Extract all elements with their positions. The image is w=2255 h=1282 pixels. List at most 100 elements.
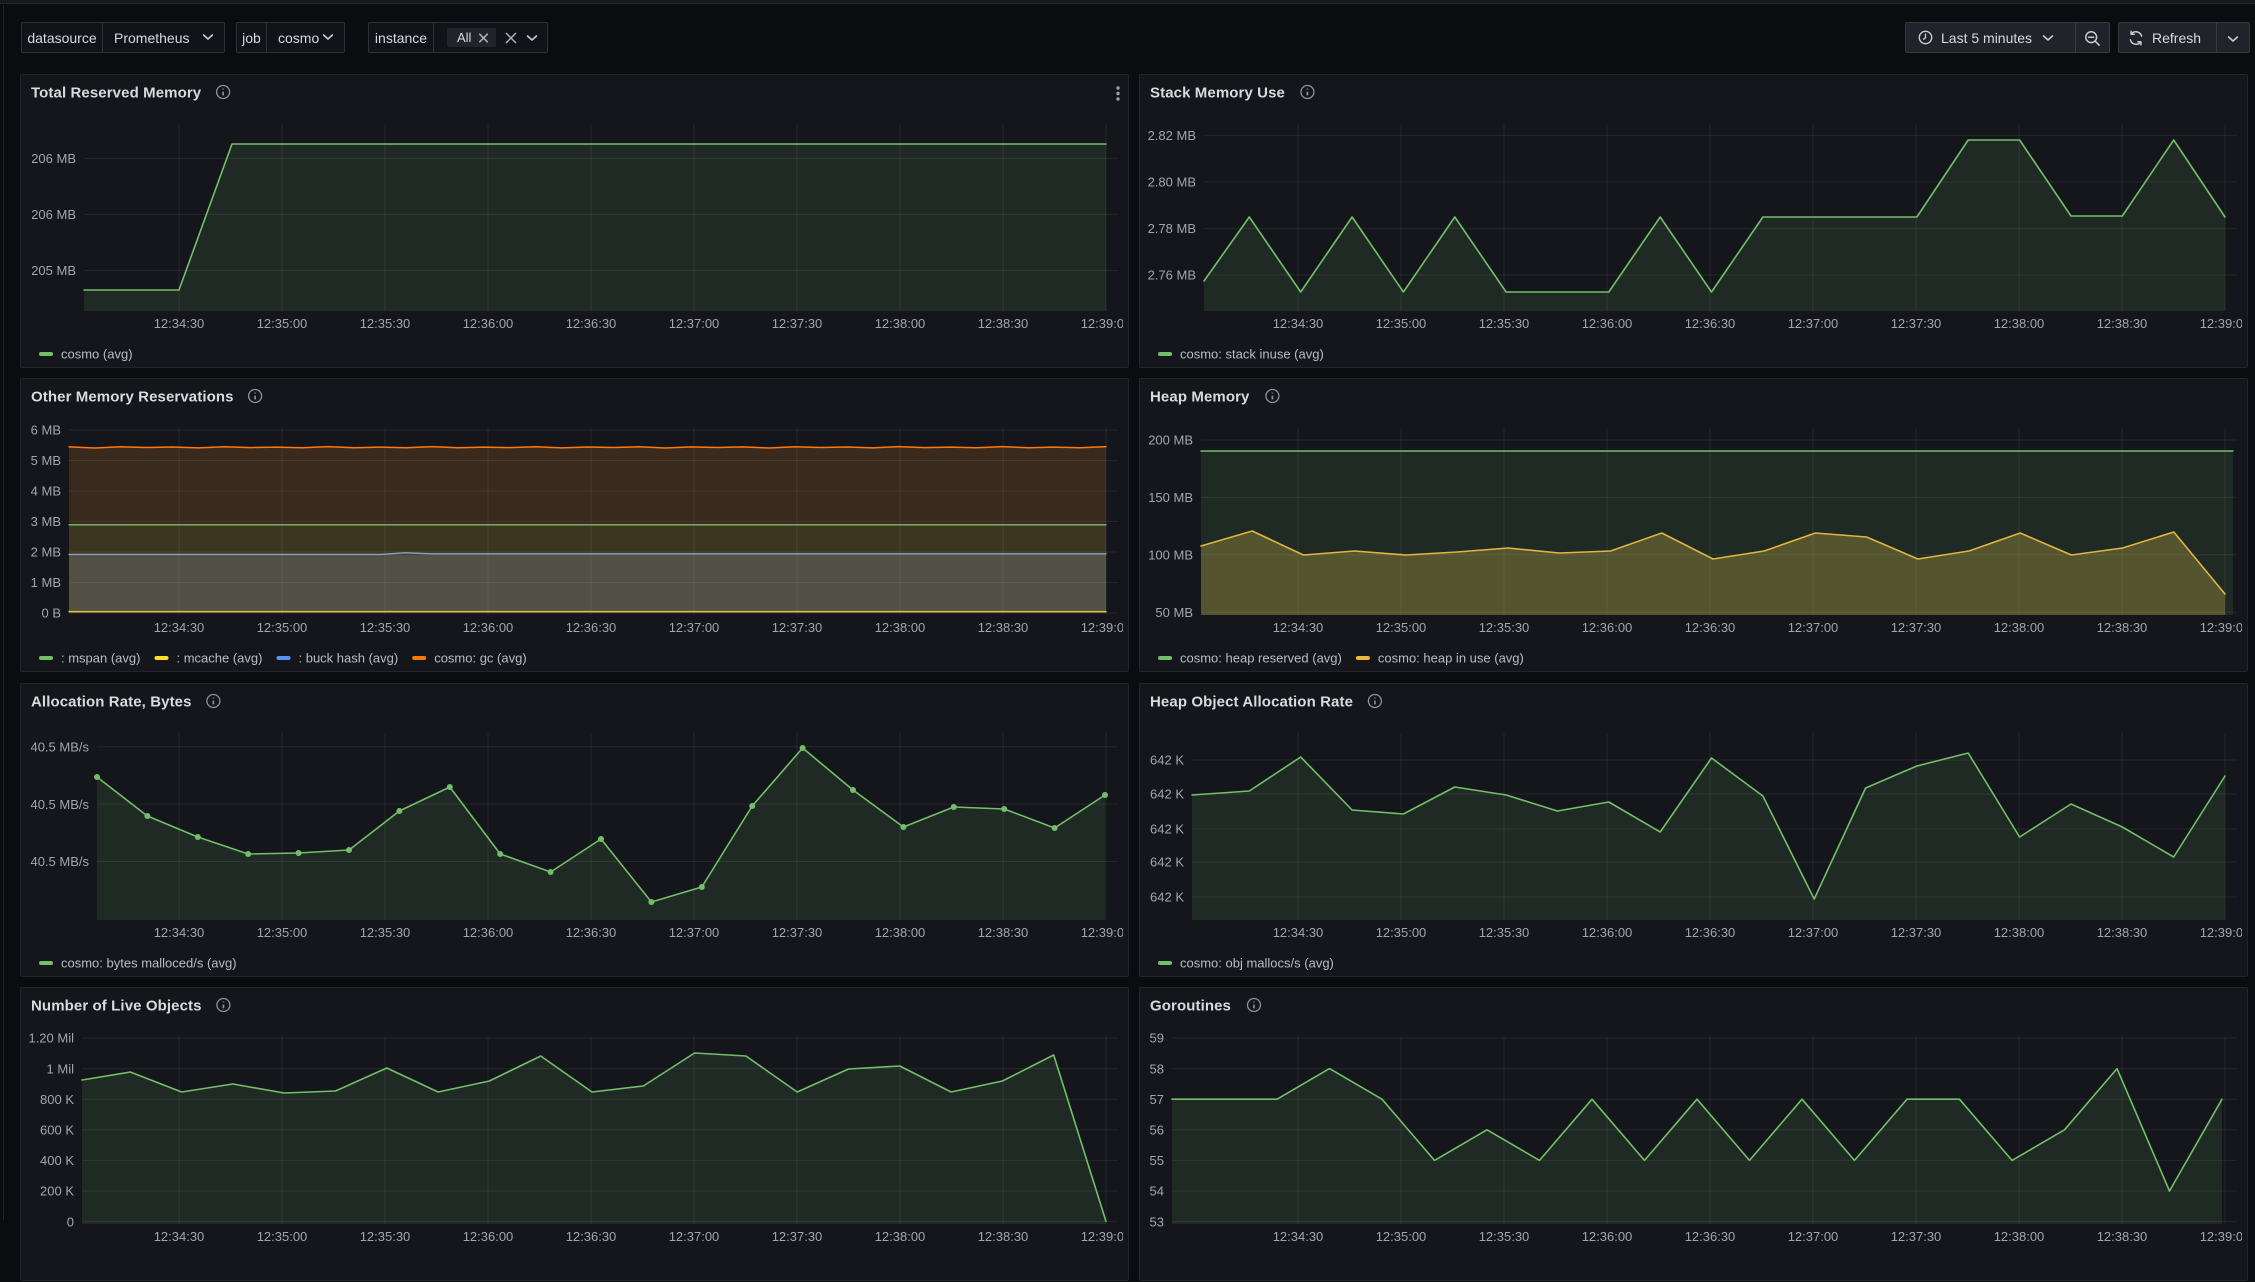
svg-text:12:37:00: 12:37:00 <box>669 620 720 635</box>
svg-text:12:34:30: 12:34:30 <box>1273 620 1324 635</box>
svg-text:Other Memory Reservations: Other Memory Reservations <box>31 389 234 406</box>
svg-text:800 K: 800 K <box>40 1092 74 1107</box>
svg-text:4 MB: 4 MB <box>31 484 61 499</box>
svg-text:Heap Memory: Heap Memory <box>1150 389 1250 406</box>
svg-text:12:34:30: 12:34:30 <box>154 1229 205 1244</box>
svg-text:400 K: 400 K <box>40 1153 74 1168</box>
svg-text:12:34:30: 12:34:30 <box>1273 925 1324 940</box>
svg-text:57: 57 <box>1150 1092 1164 1107</box>
svg-text:12:39:00: 12:39:00 <box>1081 620 1130 635</box>
svg-text:12:38:00: 12:38:00 <box>1994 316 2045 331</box>
svg-text:59: 59 <box>1150 1031 1164 1046</box>
svg-text:0: 0 <box>67 1214 74 1229</box>
svg-text:12:36:30: 12:36:30 <box>566 316 617 331</box>
svg-text:5 MB: 5 MB <box>31 453 61 468</box>
svg-text:1.20 Mil: 1.20 Mil <box>28 1031 74 1046</box>
svg-text:56: 56 <box>1150 1123 1164 1138</box>
svg-text:12:36:30: 12:36:30 <box>566 1229 617 1244</box>
svg-text:12:35:30: 12:35:30 <box>360 925 411 940</box>
svg-text:12:38:30: 12:38:30 <box>978 1229 1029 1244</box>
svg-text:12:38:00: 12:38:00 <box>1994 1229 2045 1244</box>
svg-text:12:36:00: 12:36:00 <box>463 316 514 331</box>
svg-text:53: 53 <box>1150 1214 1164 1229</box>
svg-text:cosmo: obj mallocs/s (avg): cosmo: obj mallocs/s (avg) <box>1180 956 1334 971</box>
svg-text:Allocation Rate, Bytes: Allocation Rate, Bytes <box>31 694 192 711</box>
svg-text:2 MB: 2 MB <box>31 545 61 560</box>
svg-text:12:37:30: 12:37:30 <box>1891 1229 1942 1244</box>
svg-text:12:35:00: 12:35:00 <box>257 620 308 635</box>
svg-text:12:36:30: 12:36:30 <box>566 620 617 635</box>
svg-text:55: 55 <box>1150 1153 1164 1168</box>
svg-text:12:35:30: 12:35:30 <box>1479 925 1530 940</box>
svg-text:2.82 MB: 2.82 MB <box>1148 128 1196 143</box>
svg-text:150 MB: 150 MB <box>1148 490 1193 505</box>
svg-text:1 Mil: 1 Mil <box>47 1061 75 1076</box>
svg-text:12:39:00: 12:39:00 <box>1081 316 1130 331</box>
svg-text:12:38:00: 12:38:00 <box>875 925 926 940</box>
svg-text:642 K: 642 K <box>1150 822 1184 837</box>
svg-text:12:36:30: 12:36:30 <box>1685 620 1736 635</box>
svg-text:40.5 MB/s: 40.5 MB/s <box>30 854 89 869</box>
svg-text:12:38:00: 12:38:00 <box>1994 925 2045 940</box>
svg-text:642 K: 642 K <box>1150 787 1184 802</box>
svg-text:12:38:30: 12:38:30 <box>978 925 1029 940</box>
svg-text:12:37:30: 12:37:30 <box>772 316 823 331</box>
svg-text:205 MB: 205 MB <box>31 263 76 278</box>
svg-text:12:36:00: 12:36:00 <box>1582 1229 1633 1244</box>
svg-text:12:37:00: 12:37:00 <box>1788 316 1839 331</box>
svg-text:12:36:30: 12:36:30 <box>1685 925 1736 940</box>
svg-text:12:36:00: 12:36:00 <box>1582 925 1633 940</box>
svg-text:12:36:30: 12:36:30 <box>1685 316 1736 331</box>
svg-text:600 K: 600 K <box>40 1123 74 1138</box>
svg-text:206 MB: 206 MB <box>31 151 76 166</box>
svg-text:cosmo (avg): cosmo (avg) <box>61 347 133 362</box>
svg-text:2.78 MB: 2.78 MB <box>1148 221 1196 236</box>
svg-text:12:38:30: 12:38:30 <box>978 620 1029 635</box>
svg-text:642 K: 642 K <box>1150 890 1184 905</box>
svg-text:12:38:30: 12:38:30 <box>2097 1229 2148 1244</box>
svg-text:12:39:00: 12:39:00 <box>2200 1229 2249 1244</box>
svg-text:12:35:00: 12:35:00 <box>1376 620 1427 635</box>
svg-text:12:35:30: 12:35:30 <box>360 620 411 635</box>
svg-text:200 MB: 200 MB <box>1148 433 1193 448</box>
svg-text:12:36:00: 12:36:00 <box>463 925 514 940</box>
svg-text:12:38:00: 12:38:00 <box>1994 620 2045 635</box>
svg-text:12:37:30: 12:37:30 <box>772 620 823 635</box>
svg-text:12:37:00: 12:37:00 <box>669 1229 720 1244</box>
svg-text:cosmo: heap in use (avg): cosmo: heap in use (avg) <box>1378 651 1524 666</box>
svg-text:12:35:30: 12:35:30 <box>1479 620 1530 635</box>
svg-text:: buck hash (avg): : buck hash (avg) <box>299 651 399 666</box>
svg-text:40.5 MB/s: 40.5 MB/s <box>30 739 89 754</box>
svg-text:12:38:00: 12:38:00 <box>875 1229 926 1244</box>
svg-text:12:38:00: 12:38:00 <box>875 316 926 331</box>
svg-text:12:35:30: 12:35:30 <box>1479 316 1530 331</box>
svg-text:12:39:00: 12:39:00 <box>1081 1229 1130 1244</box>
svg-text:12:36:30: 12:36:30 <box>1685 1229 1736 1244</box>
svg-text:12:35:00: 12:35:00 <box>1376 316 1427 331</box>
svg-text:12:37:30: 12:37:30 <box>1891 316 1942 331</box>
svg-text:2.76 MB: 2.76 MB <box>1148 268 1196 283</box>
svg-text:54: 54 <box>1150 1184 1164 1199</box>
svg-text:12:34:30: 12:34:30 <box>1273 316 1324 331</box>
svg-text:50 MB: 50 MB <box>1155 605 1193 620</box>
svg-text:12:39:00: 12:39:00 <box>2200 620 2249 635</box>
svg-text:: mcache (avg): : mcache (avg) <box>177 651 263 666</box>
svg-text:12:35:00: 12:35:00 <box>257 925 308 940</box>
svg-text:12:34:30: 12:34:30 <box>1273 1229 1324 1244</box>
svg-text:12:35:00: 12:35:00 <box>257 316 308 331</box>
svg-text:6 MB: 6 MB <box>31 423 61 438</box>
svg-text:12:35:00: 12:35:00 <box>257 1229 308 1244</box>
svg-text:12:36:30: 12:36:30 <box>566 925 617 940</box>
svg-text:12:37:30: 12:37:30 <box>772 925 823 940</box>
svg-text:12:35:00: 12:35:00 <box>1376 925 1427 940</box>
svg-text:200 K: 200 K <box>40 1184 74 1199</box>
svg-text:12:34:30: 12:34:30 <box>154 925 205 940</box>
svg-text:Stack Memory Use: Stack Memory Use <box>1150 85 1285 102</box>
svg-text:12:36:00: 12:36:00 <box>1582 620 1633 635</box>
svg-text:Total Reserved Memory: Total Reserved Memory <box>31 85 202 102</box>
svg-text:Number of Live Objects: Number of Live Objects <box>31 998 202 1015</box>
svg-text:642 K: 642 K <box>1150 855 1184 870</box>
svg-text:cosmo: bytes malloced/s (avg): cosmo: bytes malloced/s (avg) <box>61 956 237 971</box>
svg-text:12:36:00: 12:36:00 <box>463 620 514 635</box>
svg-text:100 MB: 100 MB <box>1148 548 1193 563</box>
